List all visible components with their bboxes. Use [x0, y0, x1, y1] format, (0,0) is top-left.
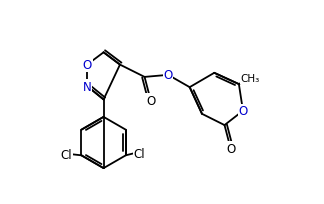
Text: CH₃: CH₃	[240, 74, 260, 83]
Text: O: O	[238, 105, 248, 118]
Text: Cl: Cl	[60, 148, 72, 161]
Text: Cl: Cl	[133, 147, 145, 160]
Text: O: O	[146, 94, 155, 108]
Text: N: N	[83, 80, 92, 93]
Text: O: O	[164, 69, 173, 82]
Text: O: O	[226, 142, 235, 155]
Text: O: O	[83, 59, 92, 72]
